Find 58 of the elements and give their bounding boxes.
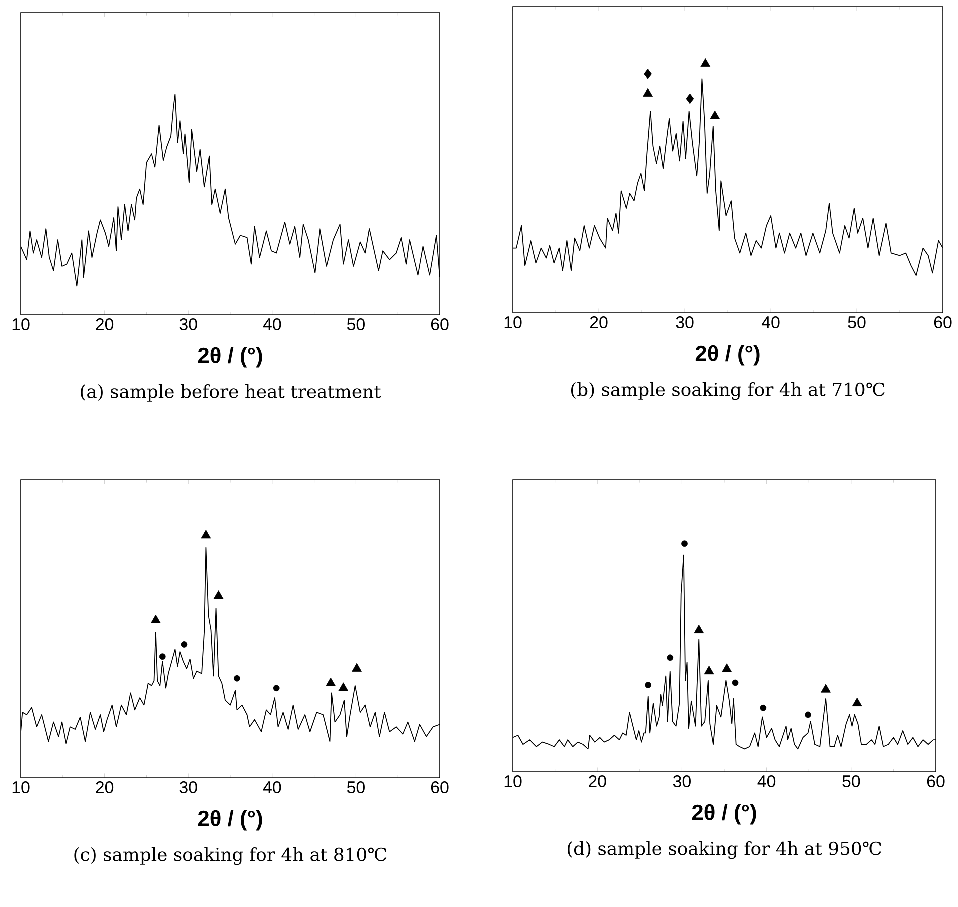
point — [644, 68, 652, 80]
x-tick-label: 20 — [590, 316, 608, 328]
point — [201, 530, 212, 539]
x-tick-label: 10 — [12, 318, 30, 330]
point — [852, 698, 862, 706]
x-tick-label: 50 — [848, 316, 866, 328]
point — [643, 88, 653, 97]
point — [667, 654, 674, 662]
point — [760, 704, 767, 712]
x-tick-label: 30 — [180, 318, 198, 330]
x-tick-label: 50 — [347, 782, 365, 794]
point — [694, 624, 704, 634]
x-tick-label: 20 — [96, 318, 114, 330]
point — [686, 94, 694, 104]
x-tick-label: 40 — [263, 782, 282, 794]
x-tick-label: 40 — [762, 316, 780, 328]
point — [700, 58, 711, 68]
x-tick-label: 10 — [12, 782, 30, 794]
x-tick-label: 30 — [676, 316, 694, 328]
point — [326, 678, 336, 686]
x-tick-label: 50 — [842, 776, 860, 788]
x-tick-label: 50 — [347, 318, 365, 330]
x-axis-title: 2θ / (°) — [198, 810, 262, 831]
text: (d) sample soaking for 4h at 950℃ — [568, 842, 882, 860]
point — [352, 663, 362, 672]
point — [214, 590, 224, 600]
x-tick-label: 60 — [431, 318, 449, 330]
point — [682, 540, 688, 548]
point — [645, 682, 652, 688]
point — [159, 654, 166, 660]
x-tick-label: 60 — [934, 316, 952, 328]
x-tick-label: 40 — [758, 776, 776, 788]
point — [821, 684, 831, 693]
text: (c) sample soaking for 4h at 810℃ — [74, 848, 387, 866]
point — [338, 682, 349, 692]
x-tick-label: 40 — [263, 318, 282, 330]
point — [273, 685, 280, 692]
x-axis-title: 2θ / (°) — [696, 345, 760, 366]
point — [150, 614, 161, 624]
x-tick-label: 10 — [504, 776, 522, 788]
x-tick-label: 10 — [504, 316, 522, 328]
x-tick-label: 30 — [673, 776, 691, 788]
point — [710, 110, 720, 120]
text: (b) sample soaking for 4h at 710℃ — [571, 382, 885, 400]
point — [181, 642, 188, 648]
x-tick-label: 60 — [927, 776, 945, 788]
point — [704, 666, 714, 675]
point — [805, 712, 812, 718]
x-tick-label: 30 — [180, 782, 198, 794]
x-axis-title: 2θ / (°) — [692, 804, 756, 825]
point — [234, 675, 240, 682]
x-tick-label: 60 — [431, 782, 449, 794]
text: (a) sample before heat treatment — [81, 384, 382, 402]
x-tick-label: 20 — [96, 782, 114, 794]
point — [722, 664, 732, 672]
x-tick-label: 20 — [589, 776, 606, 788]
x-axis-title: 2θ / (°) — [198, 347, 262, 368]
point — [732, 680, 739, 686]
